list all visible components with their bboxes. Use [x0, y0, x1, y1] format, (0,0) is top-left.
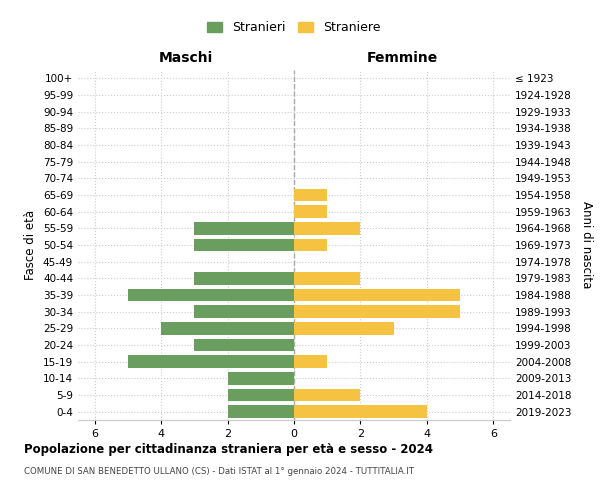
Bar [294, 389, 361, 401]
Bar [194, 272, 294, 284]
Bar [227, 372, 294, 384]
Bar [194, 239, 294, 251]
Bar [128, 356, 294, 368]
Bar [294, 306, 460, 318]
Bar [128, 289, 294, 301]
Bar [194, 306, 294, 318]
Bar [294, 188, 327, 201]
Bar [194, 339, 294, 351]
Bar [294, 289, 460, 301]
Y-axis label: Fasce di età: Fasce di età [25, 210, 37, 280]
Bar [227, 406, 294, 418]
Bar [294, 272, 361, 284]
Bar [294, 356, 327, 368]
Text: COMUNE DI SAN BENEDETTO ULLANO (CS) - Dati ISTAT al 1° gennaio 2024 - TUTTITALIA: COMUNE DI SAN BENEDETTO ULLANO (CS) - Da… [24, 468, 414, 476]
Y-axis label: Anni di nascita: Anni di nascita [580, 202, 593, 288]
Bar [194, 222, 294, 234]
Text: Popolazione per cittadinanza straniera per età e sesso - 2024: Popolazione per cittadinanza straniera p… [24, 442, 433, 456]
Legend: Stranieri, Straniere: Stranieri, Straniere [202, 16, 386, 40]
Bar [161, 322, 294, 334]
Bar [294, 222, 361, 234]
Text: Maschi: Maschi [159, 51, 213, 65]
Bar [227, 389, 294, 401]
Text: Femmine: Femmine [367, 51, 437, 65]
Bar [294, 206, 327, 218]
Bar [294, 239, 327, 251]
Bar [294, 322, 394, 334]
Bar [294, 406, 427, 418]
